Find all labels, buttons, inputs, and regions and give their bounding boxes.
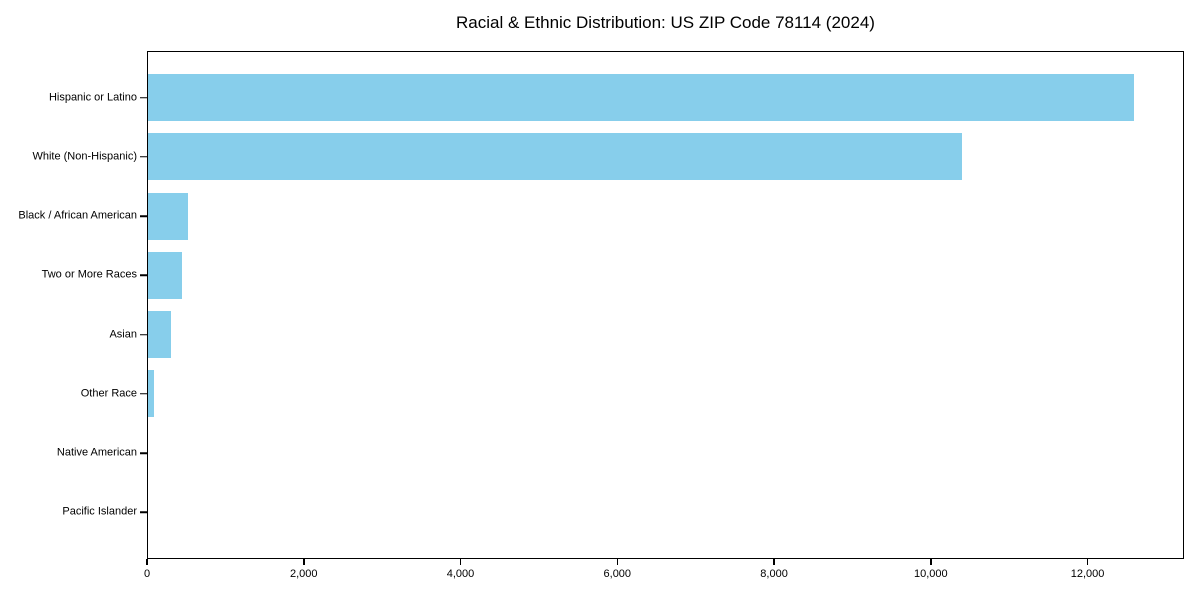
- bar-row: Other Race: [81, 364, 1183, 423]
- x-tick-label: 12,000: [1070, 568, 1105, 580]
- y-tick-mark: [140, 511, 147, 514]
- bar: [148, 133, 962, 181]
- y-tick-mark: [140, 393, 147, 395]
- bar-row: Pacific Islander: [62, 483, 1183, 542]
- y-tick-mark: [140, 215, 147, 217]
- x-tick-label: 2,000: [289, 568, 318, 580]
- bar-row: White (Non-Hispanic): [32, 127, 1183, 186]
- y-tick-label: Pacific Islander: [62, 505, 137, 518]
- x-tick-label: 0: [143, 568, 151, 580]
- x-tick-mark: [146, 559, 148, 565]
- bar-row: Hispanic or Latino: [49, 68, 1183, 127]
- y-tick-label: Native American: [56, 446, 137, 459]
- bar: [148, 192, 188, 240]
- x-tick-label: 4,000: [446, 568, 475, 580]
- bar-row: Two or More Races: [42, 246, 1183, 305]
- x-tick-mark: [930, 559, 932, 565]
- y-tick-label: Hispanic or Latino: [48, 91, 137, 104]
- y-tick-label: Black / African American: [18, 209, 137, 222]
- x-tick-label: 10,000: [913, 568, 948, 580]
- y-tick-mark: [140, 96, 147, 99]
- y-tick-label: White (Non-Hispanic): [32, 150, 137, 163]
- y-tick-mark: [140, 156, 147, 158]
- x-tick-label: 8,000: [760, 568, 788, 580]
- x-tick-mark: [616, 559, 619, 565]
- y-tick-mark: [140, 333, 147, 336]
- x-tick-mark: [773, 559, 775, 565]
- y-tick-mark: [140, 452, 147, 454]
- x-tick-mark: [459, 559, 462, 565]
- bar: [148, 74, 1134, 122]
- bar: [148, 370, 154, 418]
- y-tick-label: Asian: [109, 328, 137, 341]
- x-axis: 0 2,000 4,000 6,000 8,000 10,000 12,000: [143, 559, 1184, 595]
- bar-row: Native American: [57, 424, 1183, 483]
- bar-row: Black / African American: [18, 187, 1183, 246]
- y-tick-mark: [140, 274, 147, 277]
- x-tick-label: 6,000: [603, 568, 632, 580]
- plot-area: Hispanic or Latino White (Non-Hispanic) Bl…: [18, 51, 1184, 559]
- y-tick-label: Other Race: [80, 387, 137, 400]
- bar: [148, 251, 182, 299]
- y-tick-label: Two or More Races: [41, 268, 137, 281]
- bar-rows-container: Hispanic or Latino White (Non-Hispanic) Bl…: [18, 52, 1183, 558]
- bar: [148, 311, 171, 359]
- chart-title: Racial & Ethnic Distribution: US ZIP Cod…: [456, 13, 875, 32]
- x-tick-mark: [303, 559, 305, 565]
- x-tick-mark: [1086, 559, 1089, 565]
- bar-row: Asian: [109, 305, 1183, 364]
